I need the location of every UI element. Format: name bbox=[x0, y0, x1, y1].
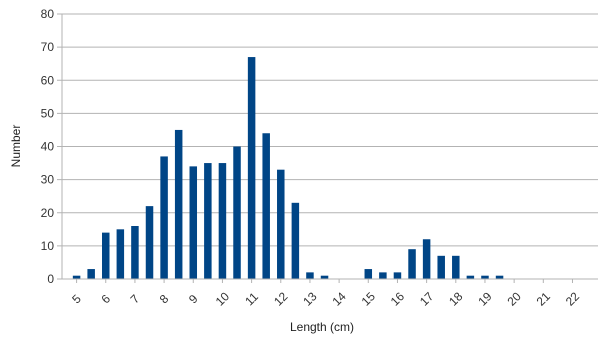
bar bbox=[174, 129, 183, 279]
bar bbox=[247, 57, 256, 279]
bar bbox=[364, 269, 373, 279]
x-tick-label: 14 bbox=[329, 289, 349, 309]
x-tick-label: 8 bbox=[157, 291, 172, 306]
bar bbox=[291, 202, 300, 279]
x-tick-label: 18 bbox=[446, 289, 466, 309]
bar bbox=[204, 163, 212, 279]
x-tick-label: 11 bbox=[242, 289, 261, 308]
y-tick-label: 60 bbox=[41, 73, 55, 87]
y-tick-labels: 0 10 20 30 40 50 60 70 80 bbox=[41, 7, 55, 286]
bar bbox=[102, 232, 110, 279]
bar bbox=[495, 275, 504, 279]
bar bbox=[320, 275, 329, 279]
bar bbox=[437, 255, 445, 279]
y-tick-label: 30 bbox=[41, 173, 55, 187]
bar bbox=[87, 269, 95, 279]
bar bbox=[189, 166, 198, 279]
y-tick-label: 50 bbox=[41, 106, 55, 120]
x-tick-label: 17 bbox=[417, 289, 437, 309]
bar bbox=[277, 169, 285, 279]
x-tick-label: 7 bbox=[128, 291, 143, 306]
y-tick-label: 80 bbox=[41, 7, 55, 21]
y-tick-label: 10 bbox=[41, 239, 55, 253]
x-tick-label: 13 bbox=[300, 289, 320, 309]
bar bbox=[466, 275, 475, 279]
x-tick-label: 15 bbox=[359, 289, 379, 309]
y-tick-label: 20 bbox=[41, 206, 55, 220]
x-tick-label: 9 bbox=[186, 291, 201, 306]
x-tick-label: 20 bbox=[504, 289, 524, 309]
bar bbox=[306, 272, 314, 279]
bar bbox=[233, 146, 241, 279]
bar bbox=[452, 255, 460, 279]
x-tick-label: 6 bbox=[98, 291, 113, 306]
y-tick-label: 40 bbox=[41, 140, 55, 154]
bar bbox=[131, 226, 139, 279]
x-tick-label: 21 bbox=[534, 289, 554, 309]
bar bbox=[218, 163, 227, 279]
bar bbox=[393, 272, 402, 279]
bar bbox=[160, 156, 168, 279]
x-tick-label: 16 bbox=[388, 289, 408, 309]
y-tick-label: 0 bbox=[47, 272, 54, 286]
bar bbox=[145, 206, 154, 279]
x-tick-label: 12 bbox=[271, 289, 291, 309]
x-tick-label: 19 bbox=[475, 289, 495, 309]
bar bbox=[262, 133, 270, 279]
y-tick-label: 70 bbox=[41, 40, 55, 54]
x-tick-labels: 5 6 7 8 9 10 11 12 13 14 15 16 17 18 19 20 21 22 bbox=[69, 289, 582, 309]
bar bbox=[481, 275, 489, 279]
x-tick-label: 22 bbox=[563, 289, 583, 309]
bar bbox=[116, 229, 125, 279]
y-axis-title: Number bbox=[9, 125, 23, 168]
x-tick-label: 5 bbox=[69, 291, 84, 306]
bar bbox=[408, 249, 416, 279]
bar bbox=[422, 239, 431, 279]
axes bbox=[61, 14, 598, 283]
bar bbox=[379, 272, 387, 279]
bars bbox=[72, 57, 504, 279]
x-tick-label: 10 bbox=[213, 289, 233, 309]
x-axis-title: Length (cm) bbox=[290, 320, 354, 334]
bar bbox=[72, 275, 81, 279]
